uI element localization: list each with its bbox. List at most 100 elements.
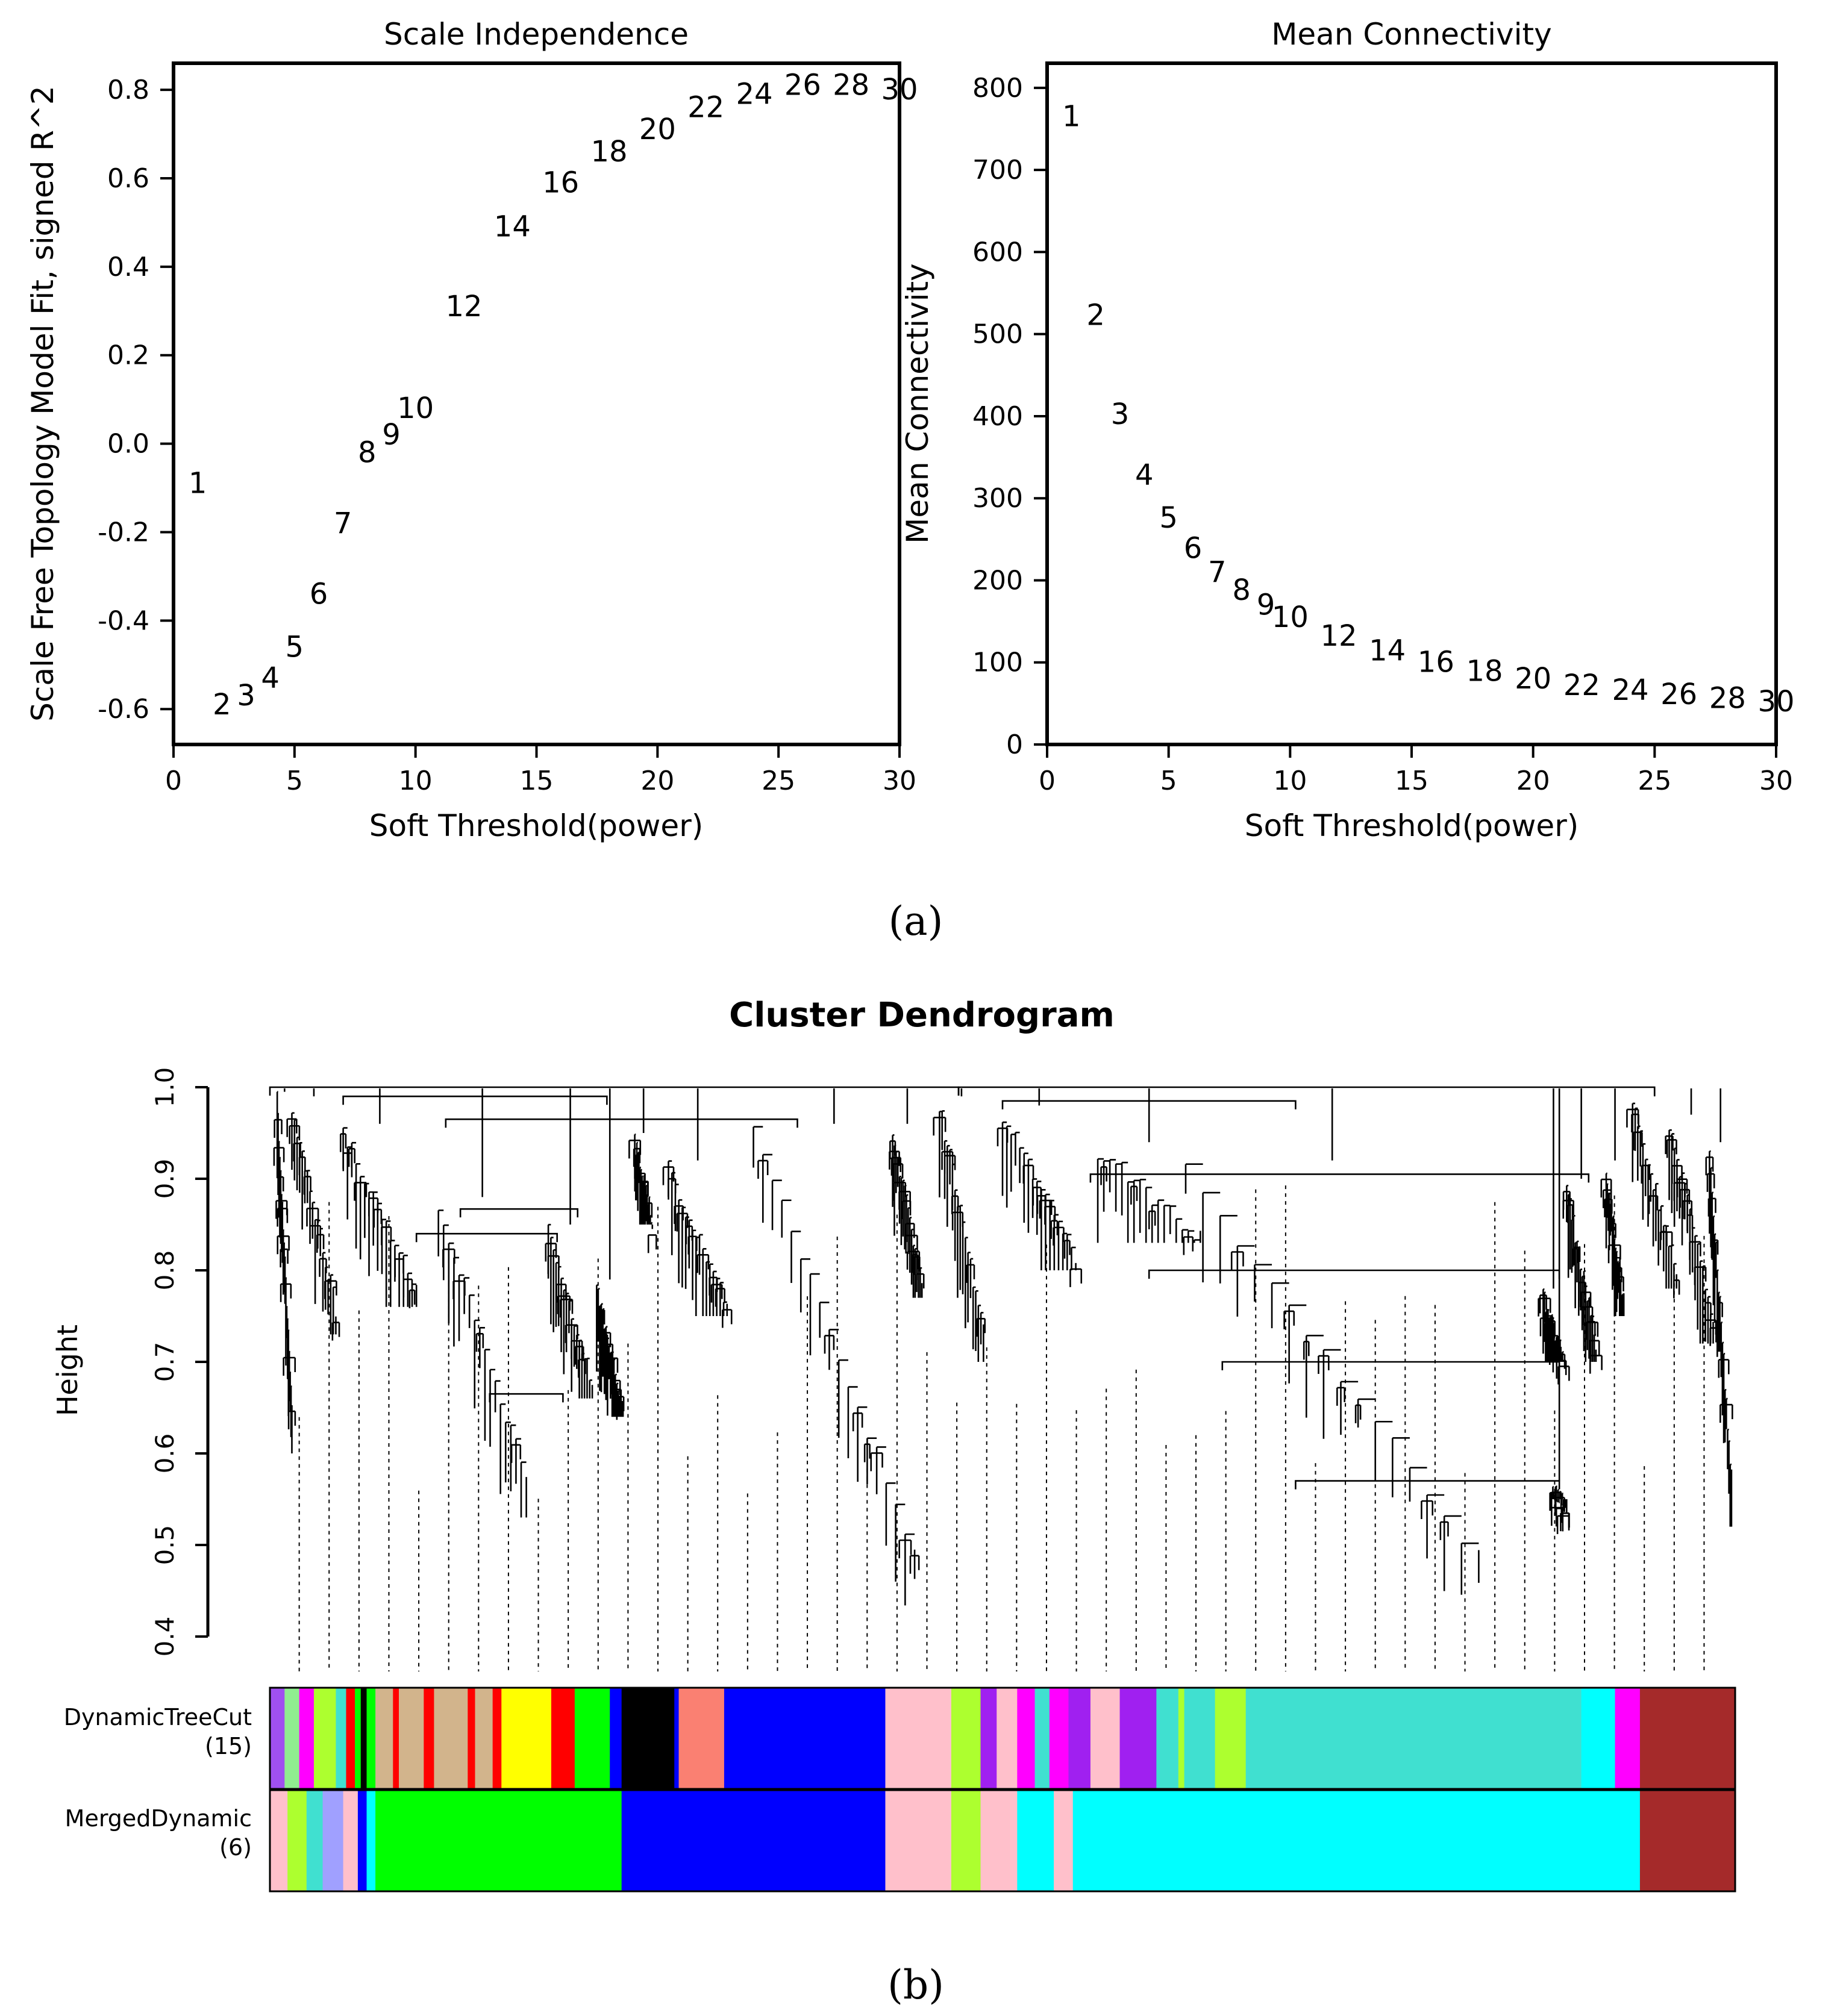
row-label-mergeddynamic: MergedDynamic	[65, 1805, 252, 1832]
cluster-branches	[1097, 1158, 1201, 1255]
module-segment	[393, 1688, 399, 1789]
module-segment	[299, 1688, 314, 1789]
y-tick-label: 300	[972, 483, 1023, 514]
module-segment	[492, 1688, 502, 1789]
point-label-power-20: 20	[1515, 662, 1551, 696]
module-segment	[313, 1688, 336, 1789]
point-label-power-10: 10	[397, 392, 434, 425]
branch-cluster	[997, 1088, 1083, 1287]
point-label-power-6: 6	[1184, 531, 1203, 565]
branch-cluster	[286, 1088, 340, 1341]
cluster-dendrogram: Cluster Dendrogram Height 0.40.50.60.70.…	[51, 996, 1736, 1893]
y-tick-label: 600	[972, 237, 1023, 267]
mean-connectivity-chart: Mean Connectivity Soft Threshold(power) …	[900, 17, 1795, 843]
module-segment	[951, 1790, 981, 1891]
color-row-mergeddynamic	[269, 1789, 1736, 1893]
x-tick-label: 10	[1273, 766, 1307, 796]
module-segment	[1581, 1688, 1616, 1789]
cluster-branches	[628, 1134, 657, 1253]
point-label-power-7: 7	[334, 507, 352, 540]
cluster-branches	[596, 1284, 625, 1420]
point-label-power-8: 8	[358, 435, 377, 469]
cluster-branches	[997, 1121, 1083, 1287]
point-label-power-26: 26	[1660, 678, 1697, 711]
y-axis-label: Height	[51, 1325, 84, 1416]
branch-cluster	[753, 1088, 920, 1606]
y-tick-label: 0.8	[107, 75, 149, 105]
x-tick-label: 15	[520, 766, 554, 796]
y-tick-label: -0.2	[98, 517, 149, 548]
panel-b-label: (b)	[887, 1962, 944, 2008]
cluster-branches	[1665, 1129, 1717, 1346]
row-label-dynamictreecut: DynamicTreeCut	[64, 1704, 252, 1730]
module-segment	[475, 1688, 493, 1789]
module-segment	[551, 1688, 575, 1789]
cluster-branches	[1549, 1485, 1570, 1534]
module-segment	[1215, 1688, 1247, 1789]
point-label-power-28: 28	[1709, 682, 1746, 716]
point-label-power-16: 16	[542, 166, 579, 199]
cluster-branches	[1184, 1163, 1480, 1595]
y-ticks: -0.6 -0.4 -0.2 0.0 0.2 0.4 0.6 0.8	[98, 75, 174, 725]
point-label-power-14: 14	[494, 210, 531, 244]
y-axis-label: Scale Free Topology Model Fit, signed R^…	[25, 86, 60, 722]
module-segment	[574, 1688, 610, 1789]
branch-cluster	[273, 1088, 296, 1453]
module-segment	[1017, 1790, 1054, 1891]
point-label-power-5: 5	[1159, 501, 1178, 535]
branch-cluster	[1665, 1088, 1717, 1346]
chart-title: Mean Connectivity	[1271, 17, 1551, 52]
module-segment	[360, 1688, 368, 1789]
x-tick-label: 25	[1638, 766, 1671, 796]
point-label-power-3: 3	[237, 679, 255, 713]
cluster-branches	[339, 1127, 418, 1309]
cluster-branches	[889, 1134, 925, 1298]
point-label-power-22: 22	[687, 90, 724, 124]
point-label-power-2: 2	[1086, 298, 1105, 332]
module-segment	[1615, 1688, 1641, 1789]
branch-cluster	[437, 1088, 527, 1518]
module-segment	[610, 1688, 622, 1789]
merge-branch	[1221, 1361, 1560, 1370]
branch-cluster	[1600, 1088, 1625, 1316]
module-segment	[355, 1688, 361, 1789]
module-segment	[1054, 1790, 1074, 1891]
y-tick-label: -0.6	[98, 694, 149, 725]
merge-branch	[1089, 1173, 1590, 1183]
module-segment	[1017, 1688, 1036, 1789]
cluster-branches	[933, 1110, 986, 1362]
point-label-power-4: 4	[261, 661, 280, 695]
merge-branch	[1148, 1269, 1560, 1279]
branch-cluster	[1538, 1088, 1570, 1385]
row-labels: DynamicTreeCut (15) MergedDynamic (6)	[64, 1704, 252, 1861]
point-label-power-1: 1	[189, 467, 207, 501]
y-tick-label: -0.4	[98, 605, 149, 636]
module-segment	[424, 1688, 434, 1789]
point-label-power-5: 5	[286, 630, 304, 664]
point-label-power-30: 30	[1757, 685, 1794, 719]
point-label-power-28: 28	[833, 69, 869, 102]
x-tick-label: 30	[883, 766, 916, 796]
module-segment	[885, 1790, 952, 1891]
cluster-branches	[1626, 1102, 1680, 1299]
x-tick-label: 30	[1759, 766, 1793, 796]
module-segment	[997, 1688, 1018, 1789]
point-label-power-18: 18	[1466, 655, 1503, 688]
module-segment	[375, 1688, 393, 1789]
point-label-power-8: 8	[1232, 573, 1251, 607]
module-segment	[1119, 1688, 1157, 1789]
chart-title: Scale Independence	[384, 17, 689, 52]
module-segment	[366, 1688, 376, 1789]
point-label-power-9: 9	[382, 418, 401, 452]
branch-cluster	[1562, 1088, 1603, 1374]
branch-cluster	[662, 1088, 733, 1328]
point-label-power-1: 1	[1062, 100, 1081, 134]
module-segment	[1245, 1688, 1582, 1789]
plot-frame	[172, 61, 901, 746]
branch-cluster	[596, 1088, 625, 1420]
point-label-power-22: 22	[1563, 669, 1600, 702]
module-segment	[951, 1688, 981, 1789]
y-tick-label: 0.6	[150, 1434, 180, 1474]
